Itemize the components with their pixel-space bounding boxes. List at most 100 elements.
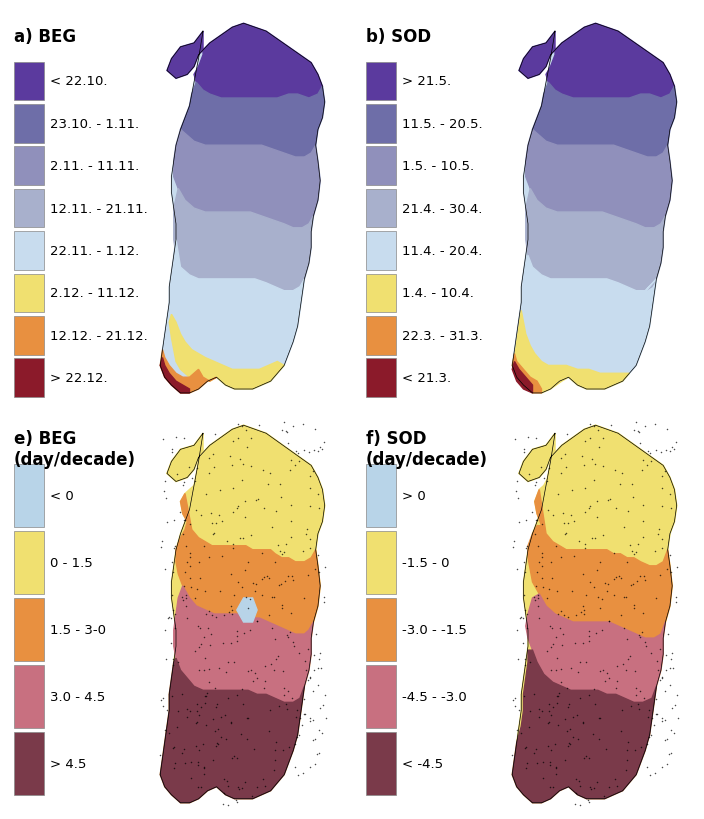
Point — [593, 441, 605, 455]
Point — [665, 724, 677, 737]
Bar — [366, 465, 396, 527]
Point — [595, 601, 606, 614]
Point — [622, 753, 633, 767]
Point — [579, 435, 591, 448]
Point — [294, 646, 305, 659]
Point — [309, 732, 320, 745]
Point — [610, 681, 622, 695]
Point — [157, 432, 168, 446]
Point — [528, 746, 539, 759]
Bar — [366, 665, 396, 728]
Point — [584, 689, 595, 702]
Point — [203, 451, 215, 464]
Point — [243, 601, 254, 614]
Point — [318, 590, 329, 604]
Point — [314, 502, 325, 515]
Point — [251, 781, 263, 794]
Point — [634, 685, 646, 698]
Point — [625, 699, 636, 713]
Point — [285, 607, 296, 620]
Polygon shape — [180, 84, 325, 158]
Polygon shape — [528, 490, 672, 638]
Point — [168, 742, 179, 755]
Point — [247, 577, 258, 590]
Point — [193, 780, 204, 793]
Point — [629, 664, 641, 677]
Point — [199, 697, 210, 710]
Point — [551, 697, 562, 710]
Polygon shape — [519, 426, 677, 566]
Point — [227, 608, 238, 621]
Point — [211, 698, 222, 711]
Point — [196, 509, 207, 522]
Point — [572, 709, 583, 722]
Point — [657, 542, 668, 555]
Point — [546, 641, 557, 654]
Point — [231, 752, 242, 765]
Point — [541, 592, 553, 605]
Point — [551, 767, 562, 781]
Point — [617, 658, 629, 671]
Point — [543, 582, 554, 595]
Point — [234, 453, 246, 466]
Point — [237, 532, 249, 545]
Text: < 22.10.: < 22.10. — [50, 75, 108, 88]
Point — [160, 475, 171, 488]
Point — [313, 446, 324, 459]
Point — [653, 523, 665, 536]
Point — [662, 627, 673, 640]
Point — [609, 773, 620, 786]
Point — [309, 563, 320, 576]
Point — [551, 761, 562, 774]
Point — [633, 424, 644, 437]
Point — [298, 444, 309, 457]
Point — [592, 590, 603, 604]
Text: 3.0 - 4.5: 3.0 - 4.5 — [50, 690, 106, 704]
Point — [308, 664, 320, 677]
Point — [598, 663, 609, 676]
Point — [308, 686, 319, 699]
Point — [650, 591, 662, 604]
Point — [310, 757, 321, 770]
Point — [176, 688, 187, 701]
Point — [546, 622, 558, 635]
Point — [281, 702, 292, 715]
Point — [622, 633, 633, 646]
Point — [542, 740, 553, 753]
Point — [548, 509, 559, 522]
Point — [563, 698, 574, 711]
Point — [241, 711, 253, 724]
Point — [199, 690, 210, 703]
Point — [262, 477, 273, 491]
Point — [263, 724, 275, 737]
Point — [664, 679, 675, 692]
Point — [627, 491, 639, 504]
Point — [605, 419, 617, 432]
Point — [166, 589, 177, 602]
Point — [532, 514, 543, 527]
Point — [239, 775, 251, 788]
Point — [522, 431, 534, 444]
Point — [645, 455, 656, 468]
Point — [257, 773, 268, 786]
Point — [603, 578, 614, 591]
Point — [553, 608, 564, 621]
Point — [270, 633, 281, 646]
Point — [180, 540, 191, 553]
Point — [168, 604, 179, 617]
Polygon shape — [161, 358, 189, 393]
Point — [517, 612, 529, 625]
Point — [276, 599, 287, 612]
Point — [210, 725, 221, 738]
Point — [545, 708, 556, 722]
Point — [185, 518, 196, 531]
Point — [636, 741, 647, 754]
Point — [226, 459, 237, 473]
Point — [598, 789, 610, 802]
Point — [180, 757, 191, 770]
Point — [657, 482, 668, 495]
Point — [520, 762, 532, 775]
Text: < 21.3.: < 21.3. — [402, 372, 451, 385]
Bar — [14, 274, 44, 313]
Point — [232, 432, 244, 445]
